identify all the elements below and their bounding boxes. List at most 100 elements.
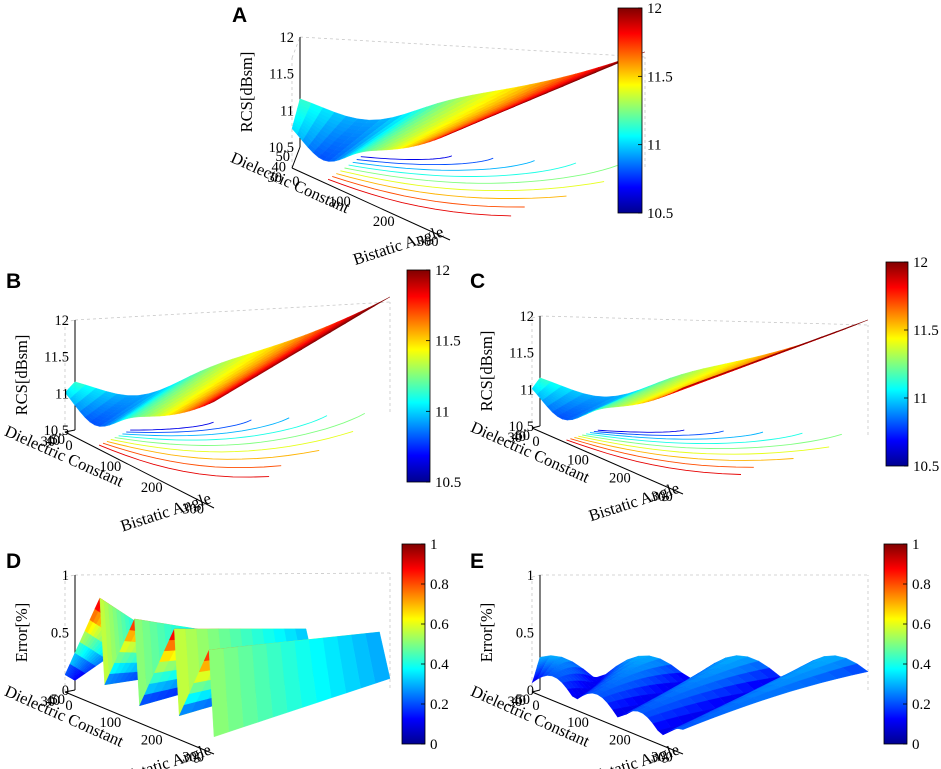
box-edge (291, 36, 301, 59)
panel-label: D (6, 550, 21, 573)
x-axis-line (531, 691, 684, 755)
contour-line (110, 430, 354, 453)
y-axis-line (291, 146, 301, 169)
y-tick-label: 30 (508, 694, 523, 710)
contour-line (98, 444, 270, 478)
z-axis-title: RCS[dBsm] (12, 335, 31, 416)
z-tick-label: 11.5 (269, 67, 294, 83)
colorbar-tick-label: 11 (913, 391, 927, 407)
z-tick-label: 11 (520, 382, 534, 398)
colorbar-tick-label: 0.2 (912, 697, 931, 713)
contour-line (344, 164, 618, 184)
z-tick-label: 1 (62, 568, 69, 584)
box-edge (74, 572, 391, 576)
z-tick-label: 12 (520, 309, 535, 325)
contour-line (114, 413, 366, 446)
z-tick-label: 0.5 (516, 626, 534, 642)
x-tick-label: 100 (567, 452, 589, 468)
y-tick-label: 50 (516, 428, 531, 444)
colorbar-tick-label: 12 (435, 263, 450, 279)
colorbar (401, 543, 426, 745)
contour-line (106, 440, 320, 460)
colorbar (885, 261, 909, 467)
y-tick-label: 40 (512, 429, 527, 445)
colorbar-tick-label: 0.8 (912, 577, 931, 593)
y-tick-label: 40 (272, 160, 287, 176)
colorbar-tick-label: 0.8 (430, 577, 449, 593)
contour-line (130, 421, 214, 431)
y-tick-label: 30 (268, 170, 283, 186)
colorbar (883, 543, 908, 745)
panel-label: B (6, 270, 21, 293)
colorbar-tick-label: 11 (647, 138, 661, 154)
z-tick-label: 10.5 (44, 423, 69, 439)
y-tick-label: 30 (508, 430, 523, 446)
y-axis-line (64, 689, 76, 693)
z-tick-label: 11.5 (509, 346, 534, 362)
x-tick-label: 0 (65, 698, 72, 714)
surface-patch (208, 648, 229, 738)
y-tick-label: 40 (512, 693, 527, 709)
x-tick-label: 200 (609, 471, 631, 487)
z-axis-title: Error[%] (12, 603, 31, 663)
panel-label: E (470, 550, 484, 573)
contour-line (118, 415, 328, 441)
colorbar-tick-label: 0 (430, 737, 438, 753)
x-tick-label: 200 (141, 732, 163, 748)
y-tick-label: 40 (46, 693, 61, 709)
colorbar-tick-label: 12 (647, 1, 662, 17)
contour-line (593, 430, 724, 436)
contour-line (102, 442, 282, 469)
contour-line (597, 429, 685, 433)
z-tick-label: 11 (55, 386, 69, 402)
y-axis-line (531, 689, 541, 693)
colorbar-tick-label: 0.2 (430, 697, 449, 713)
x-tick-label: 300 (182, 501, 204, 517)
x-tick-label: 0 (292, 174, 299, 190)
x-tick-label: 300 (651, 489, 673, 505)
colorbar-tick-label: 0.6 (430, 617, 449, 633)
x-axis-line (291, 167, 451, 241)
box-edge (74, 301, 391, 321)
colorbar-tick-label: 1 (912, 537, 920, 553)
contour-line (336, 173, 567, 199)
y-tick-label: 50 (51, 432, 66, 448)
z-axis-title: RCS[dBsm] (477, 331, 496, 412)
z-tick-label: 10.5 (269, 140, 294, 156)
box-edge (539, 315, 869, 326)
x-tick-label: 200 (141, 480, 163, 496)
x-axis-line (64, 431, 215, 509)
contour-line (356, 157, 494, 166)
z-axis-title: RCS[dBsm] (237, 52, 256, 133)
surface-patch (677, 381, 699, 391)
z-tick-label: 11 (280, 103, 294, 119)
colorbar-tick-label: 11.5 (435, 334, 461, 350)
colorbar-tick-label: 10.5 (435, 475, 461, 491)
box-edge (64, 574, 76, 578)
colorbar-tick-label: 10.5 (913, 459, 939, 475)
colorbar (406, 269, 431, 483)
y-tick-label: 50 (276, 149, 291, 165)
contour-line (586, 432, 803, 445)
x-tick-label: 100 (100, 459, 122, 475)
x-tick-label: 200 (609, 732, 631, 748)
colorbar-tick-label: 0 (912, 737, 920, 753)
x-tick-label: 300 (417, 234, 439, 250)
z-tick-label: 0 (527, 683, 534, 699)
z-tick-label: 11.5 (44, 350, 69, 366)
y-tick-label: 50 (516, 692, 531, 708)
surface-patch (677, 721, 700, 730)
y-tick-label: 30 (41, 694, 56, 710)
contour-line (570, 438, 754, 468)
colorbar-tick-label: 10.5 (647, 206, 673, 222)
contour-line (340, 170, 605, 192)
z-tick-label: 1 (527, 568, 534, 584)
surface-patch (571, 695, 584, 700)
z-tick-label: 10.5 (509, 419, 534, 435)
box-edge (531, 574, 541, 578)
contour-line (589, 431, 764, 440)
y-axis-line (64, 429, 76, 433)
